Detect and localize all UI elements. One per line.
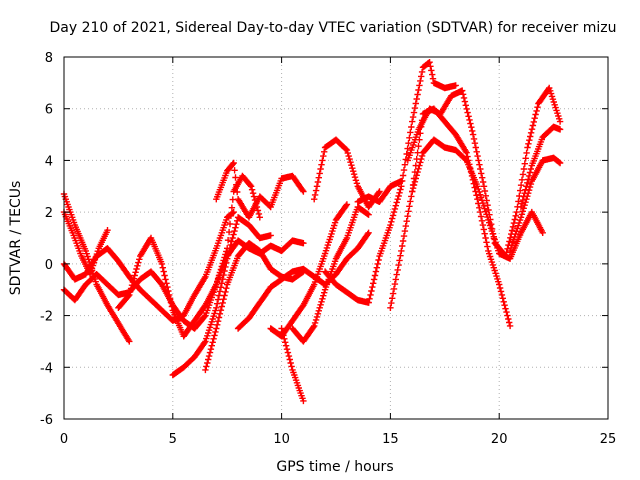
series-arc-c xyxy=(60,208,237,324)
y-tick-label: 0 xyxy=(45,258,53,273)
data-markers xyxy=(365,59,459,306)
series-arc-o xyxy=(354,177,405,205)
data-markers xyxy=(506,154,564,255)
series-arc-p xyxy=(365,59,459,306)
y-axis-label: SDTVAR / TECUs xyxy=(8,181,24,296)
chart-title: Day 210 of 2021, Sidereal Day-to-day VTE… xyxy=(50,20,617,36)
y-tick-label: -6 xyxy=(40,413,53,428)
data-markers xyxy=(267,201,351,340)
data-markers xyxy=(289,203,372,345)
series-arc-n xyxy=(321,268,372,306)
x-axis-label: GPS time / hours xyxy=(276,459,393,475)
x-tick-label: 0 xyxy=(60,432,68,447)
series-arc-u xyxy=(517,123,564,211)
series-arc-e xyxy=(115,234,307,340)
y-tick-label: 6 xyxy=(45,103,53,118)
x-tick-label: 5 xyxy=(169,432,177,447)
data-markers xyxy=(354,177,405,205)
series-arc-q xyxy=(387,105,514,330)
series-arc-l xyxy=(289,203,372,345)
series-arc-k xyxy=(278,325,307,405)
y-tick-label: 8 xyxy=(45,51,53,66)
series-arc-t xyxy=(506,154,564,255)
data-markers xyxy=(278,325,307,405)
data-layer xyxy=(60,59,564,405)
y-tick-label: 2 xyxy=(45,206,53,221)
data-markers xyxy=(321,268,372,306)
y-tick-label: -2 xyxy=(40,310,53,325)
x-tick-label: 15 xyxy=(382,432,399,447)
data-markers xyxy=(60,208,237,324)
axis-ticks: 0 5 10 15 20 25 -6 -4 -2 0 2 4 6 8 xyxy=(40,51,616,447)
data-markers xyxy=(169,214,274,379)
x-tick-label: 25 xyxy=(600,432,617,447)
data-markers xyxy=(115,234,307,340)
x-tick-label: 20 xyxy=(491,432,508,447)
data-markers xyxy=(517,123,564,211)
series-arc-f xyxy=(169,214,274,379)
y-tick-label: -4 xyxy=(40,361,53,376)
data-markers xyxy=(213,159,307,221)
series-arc-j xyxy=(267,201,351,340)
series-arc-h xyxy=(213,159,307,221)
plot-frame xyxy=(63,56,609,420)
y-tick-label: 4 xyxy=(45,154,53,169)
data-markers xyxy=(409,136,546,262)
grid xyxy=(64,57,608,419)
data-markers xyxy=(387,105,514,330)
x-tick-label: 10 xyxy=(273,432,290,447)
series-arc-s xyxy=(409,136,546,262)
